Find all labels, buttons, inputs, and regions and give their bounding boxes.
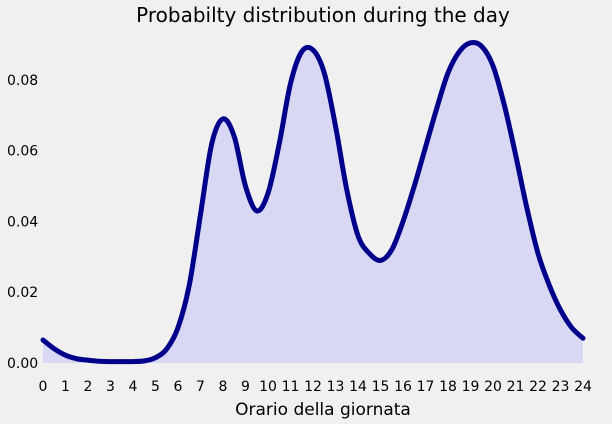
x-tick-label: 7 [196,379,205,395]
density-area [43,42,583,363]
x-tick-label: 8 [219,379,228,395]
x-tick-label: 18 [439,379,457,395]
density-line [40,39,586,365]
x-tick-label: 22 [529,379,547,395]
x-tick-label: 14 [349,379,367,395]
x-tick-label: 23 [552,379,570,395]
y-tick-label: 0.02 [7,285,38,301]
y-tick-label: 0.04 [7,214,38,230]
x-tick-label: 10 [259,379,277,395]
x-tick-label: 5 [151,379,160,395]
x-tick-label: 3 [106,379,115,395]
y-axis: 0.00 0.02 0.04 0.06 0.08 [7,73,38,372]
x-tick-label: 24 [574,379,592,395]
x-axis-title: Orario della giornata [235,400,411,420]
x-tick-label: 13 [327,379,345,395]
y-tick-label: 0.00 [7,356,38,372]
x-tick-label: 12 [304,379,322,395]
x-tick-label: 11 [282,379,300,395]
y-tick-label: 0.08 [7,73,38,89]
chart-title: Probabilty distribution during the day [136,3,510,27]
x-tick-label: 17 [417,379,435,395]
x-tick-label: 21 [507,379,525,395]
x-tick-label: 19 [462,379,480,395]
x-axis: 0 1 2 3 4 5 6 7 8 9 10 11 12 13 14 15 16 17 18 19 20 21 22 23 24 [39,379,592,395]
x-tick-label: 0 [39,379,48,395]
x-tick-label: 4 [129,379,138,395]
y-tick-label: 0.06 [7,144,38,160]
x-tick-label: 2 [84,379,93,395]
x-tick-label: 16 [394,379,412,395]
x-tick-label: 20 [484,379,502,395]
x-tick-label: 1 [61,379,70,395]
x-tick-label: 9 [241,379,250,395]
x-tick-label: 15 [372,379,390,395]
x-tick-label: 6 [174,379,183,395]
